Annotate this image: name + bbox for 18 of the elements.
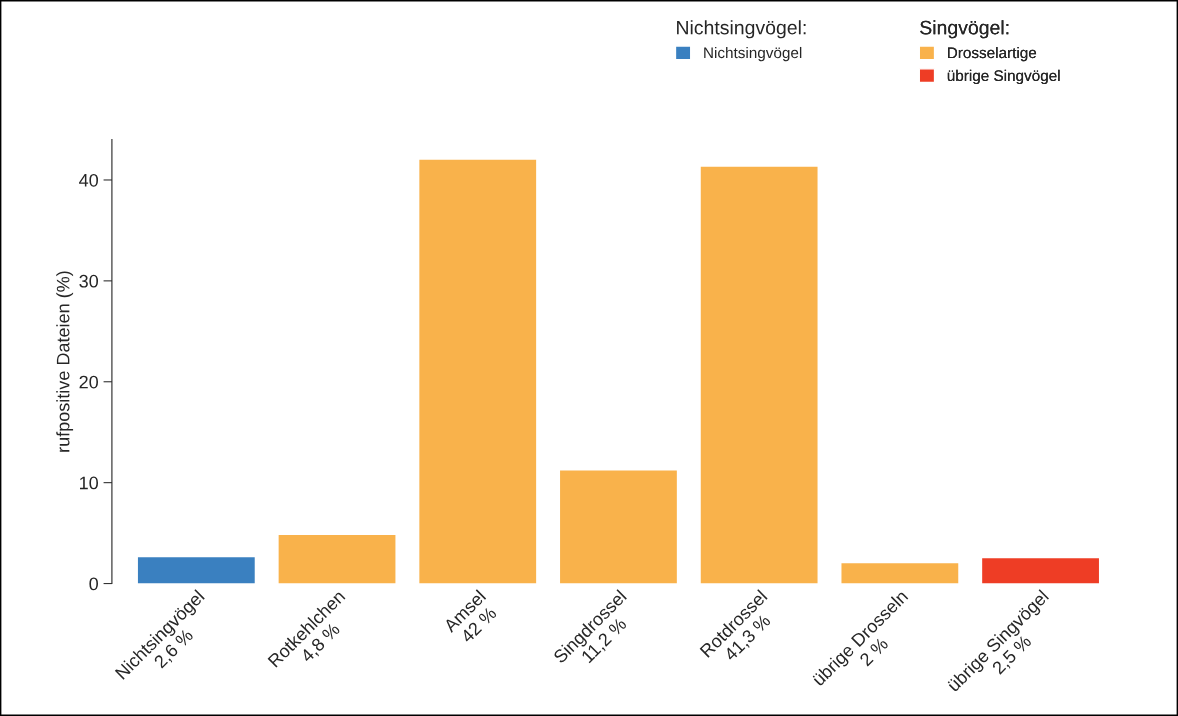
y-tick-label: 20: [79, 375, 99, 389]
bar: [700, 166, 818, 584]
bar: [982, 558, 1099, 584]
bar: [278, 535, 396, 584]
y-axis-title: rufpositive Dateien (%): [56, 271, 74, 452]
bar: [137, 557, 255, 584]
text: Singvögel:: [920, 20, 1009, 39]
bar: [841, 563, 959, 584]
legend-label: Drosselartige: [948, 46, 1037, 62]
y-tick-label: 40: [79, 173, 99, 187]
bar: [419, 159, 537, 584]
text: Nichtsingvögel:: [677, 20, 806, 39]
legend-label: übrige Singvögel: [947, 69, 1060, 85]
bar: [560, 470, 677, 584]
legend-label: Nichtsingvögel: [704, 46, 802, 62]
y-tick-label: 0: [89, 577, 99, 591]
y-tick-label: 10: [80, 476, 99, 490]
y-tick-label: 30: [79, 274, 99, 288]
